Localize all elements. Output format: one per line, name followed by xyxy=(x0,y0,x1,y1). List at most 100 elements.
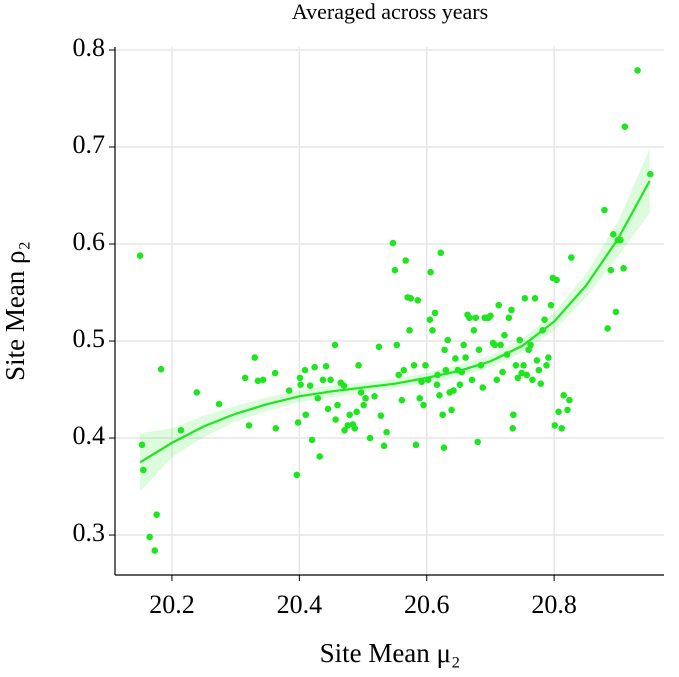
point xyxy=(474,438,481,446)
point xyxy=(389,239,397,247)
point xyxy=(177,426,185,434)
y-tick-label: 0.7 xyxy=(73,130,106,159)
point xyxy=(418,378,425,386)
x-tick-label: 20.4 xyxy=(277,590,323,619)
point xyxy=(533,357,541,364)
point xyxy=(340,382,348,389)
y-tick-label: 0.6 xyxy=(73,227,106,256)
point xyxy=(441,346,448,354)
point xyxy=(521,295,529,302)
point xyxy=(460,341,467,349)
point xyxy=(450,387,457,394)
point xyxy=(477,361,485,369)
point xyxy=(479,384,487,391)
point xyxy=(436,392,443,399)
point xyxy=(448,406,455,414)
point xyxy=(344,422,352,429)
plot-background xyxy=(115,47,664,575)
point xyxy=(647,170,654,178)
point xyxy=(566,396,573,404)
point xyxy=(475,346,483,354)
point xyxy=(607,266,615,274)
point xyxy=(271,369,279,377)
point xyxy=(516,336,524,344)
point xyxy=(285,387,293,394)
confidence-band xyxy=(140,148,650,492)
point xyxy=(215,400,223,408)
point xyxy=(383,428,390,436)
y-tick-label: 0.8 xyxy=(73,33,106,62)
point xyxy=(503,351,511,358)
point xyxy=(468,376,476,384)
point xyxy=(518,369,525,377)
point xyxy=(157,365,165,373)
point xyxy=(531,295,539,302)
point xyxy=(311,363,318,371)
point xyxy=(322,362,330,370)
point xyxy=(153,511,160,518)
point xyxy=(366,434,374,442)
point xyxy=(193,389,201,396)
point xyxy=(254,377,262,385)
point xyxy=(424,376,432,384)
y-axis-label: Site Mean ρ₂ xyxy=(0,241,30,381)
point xyxy=(560,392,567,399)
point xyxy=(551,422,559,429)
point xyxy=(308,436,316,444)
point xyxy=(568,254,575,261)
point xyxy=(634,67,641,74)
chart-title: Averaged across years xyxy=(292,0,488,24)
point xyxy=(391,266,399,274)
point xyxy=(146,533,153,541)
point xyxy=(527,341,534,349)
point xyxy=(341,426,348,434)
point xyxy=(431,309,439,317)
point xyxy=(470,327,478,334)
point xyxy=(375,343,383,351)
point xyxy=(434,371,441,379)
y-tick-label: 0.4 xyxy=(73,421,106,450)
point xyxy=(452,355,459,362)
x-tick-label: 20.6 xyxy=(404,590,450,619)
point xyxy=(510,411,517,419)
point xyxy=(620,264,627,272)
point xyxy=(420,401,427,409)
x-axis-label: Site Mean μ₂ xyxy=(320,638,461,668)
point xyxy=(245,422,253,429)
point xyxy=(410,361,418,369)
point xyxy=(355,361,362,369)
x-tick-label: 20.8 xyxy=(531,590,577,619)
point xyxy=(617,236,624,244)
point xyxy=(466,314,473,322)
point xyxy=(437,249,445,257)
point xyxy=(139,466,147,474)
point xyxy=(357,389,365,396)
point xyxy=(414,296,422,304)
point xyxy=(427,268,434,276)
point xyxy=(324,405,332,413)
point xyxy=(508,306,515,314)
point xyxy=(306,382,314,389)
point xyxy=(537,380,545,388)
point xyxy=(138,441,146,449)
point xyxy=(514,374,522,382)
point xyxy=(444,336,452,344)
y-tick-label: 0.5 xyxy=(73,324,106,353)
point xyxy=(426,316,434,323)
point xyxy=(151,547,159,554)
point xyxy=(601,206,608,214)
point xyxy=(604,325,611,332)
point xyxy=(406,327,413,334)
point xyxy=(412,441,420,449)
point xyxy=(297,381,304,388)
point xyxy=(332,416,339,423)
point xyxy=(360,401,367,409)
point xyxy=(251,354,259,361)
point xyxy=(458,368,466,376)
point xyxy=(547,301,555,309)
point xyxy=(327,376,334,384)
point xyxy=(553,276,560,284)
point xyxy=(398,396,406,404)
point xyxy=(493,376,501,384)
